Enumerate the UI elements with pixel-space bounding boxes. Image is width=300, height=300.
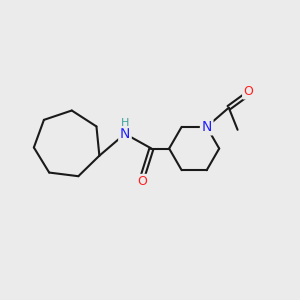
Text: N: N [202, 120, 212, 134]
Text: H: H [121, 118, 129, 128]
Text: O: O [244, 85, 254, 98]
Text: N: N [120, 127, 130, 141]
Text: O: O [138, 175, 148, 188]
